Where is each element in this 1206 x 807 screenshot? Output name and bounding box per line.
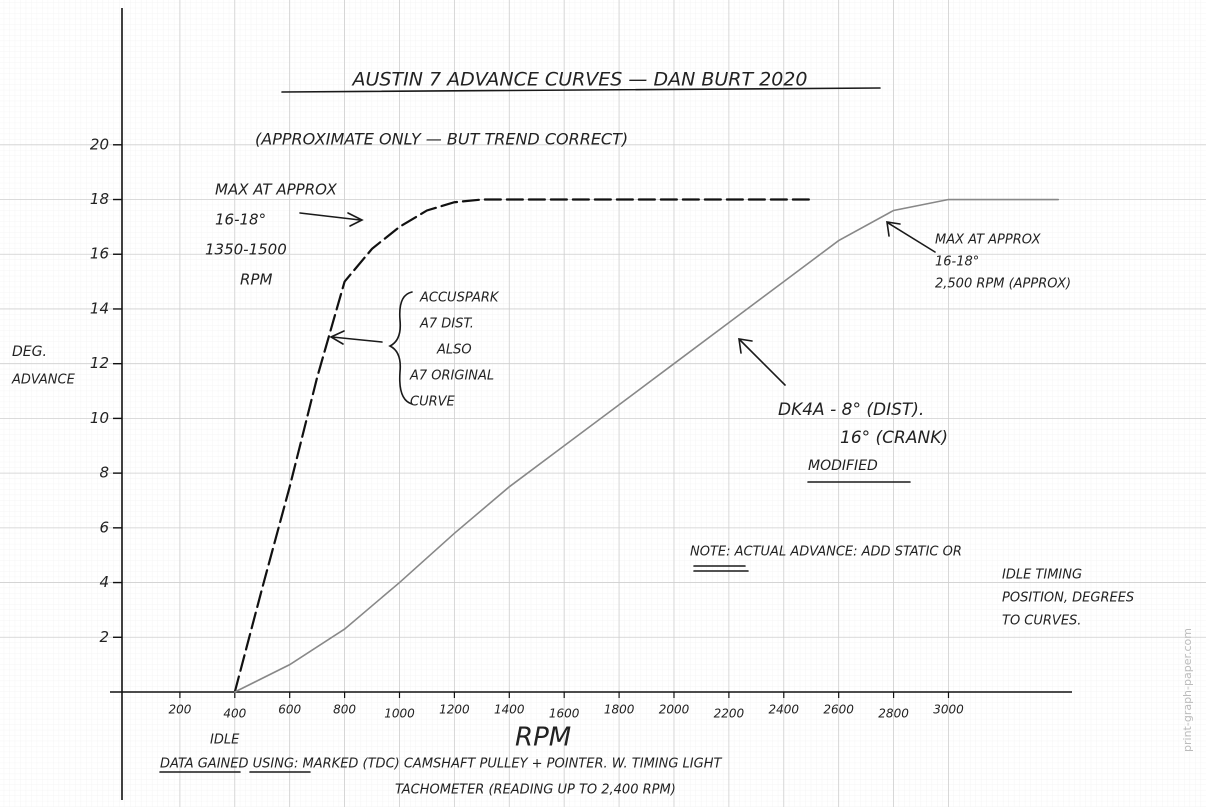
annotation: ACCUSPARK bbox=[419, 291, 500, 306]
annotation: A7 ORIGINAL bbox=[409, 369, 494, 384]
y-tick-label: 10 bbox=[90, 409, 109, 427]
annotation: 16° (CRANK) bbox=[840, 428, 948, 448]
curve bbox=[233, 198, 1060, 693]
annotation: 2,500 RPM (APPROX) bbox=[935, 277, 1071, 292]
title-underline bbox=[281, 87, 881, 93]
annotation: 1350-1500 bbox=[205, 241, 287, 259]
arrow bbox=[738, 338, 786, 386]
annotation: CURVE bbox=[410, 395, 456, 410]
annotation: A7 DIST. bbox=[419, 317, 474, 332]
y-tick-label: 20 bbox=[90, 135, 109, 153]
x-tick-label: 1000 bbox=[384, 707, 415, 721]
x-tick-label: 2000 bbox=[659, 703, 690, 717]
x-tick-label: 600 bbox=[278, 703, 301, 717]
arrows bbox=[159, 212, 936, 773]
x-tick-label: 2200 bbox=[714, 707, 745, 721]
x-tick-label: 800 bbox=[333, 703, 356, 717]
annotation: 16-18° bbox=[215, 211, 266, 229]
arrow bbox=[299, 212, 364, 227]
annotation: TACHOMETER (READING UP TO 2,400 RPM) bbox=[395, 783, 676, 798]
chart-title: AUSTIN 7 ADVANCE CURVES — DAN BURT 2020 bbox=[351, 69, 808, 91]
annotation: NOTE: ACTUAL ADVANCE: ADD STATIC OR bbox=[690, 545, 962, 560]
x-tick-label: 1200 bbox=[439, 703, 470, 717]
y-tick-label: 4 bbox=[99, 573, 109, 591]
arrow bbox=[329, 330, 383, 345]
y-tick-label: 12 bbox=[90, 354, 109, 372]
y-tick-label: 16 bbox=[90, 245, 109, 263]
x-tick-label: 2800 bbox=[878, 707, 909, 721]
chart-subtitle: (APPROXIMATE ONLY — BUT TREND CORRECT) bbox=[255, 130, 628, 149]
x-tick-label: 3000 bbox=[933, 703, 964, 717]
y-axis-title: ADVANCE bbox=[11, 373, 76, 388]
annotation: IDLE bbox=[210, 733, 240, 748]
x-tick-label: 200 bbox=[168, 703, 191, 717]
x-tick-label: 1800 bbox=[604, 703, 635, 717]
annotation: TO CURVES. bbox=[1002, 614, 1081, 629]
x-axis-title: RPM bbox=[515, 723, 571, 753]
annotation: MODIFIED bbox=[808, 458, 878, 474]
x-tick-label: 1400 bbox=[494, 703, 525, 717]
x-tick-label: 1600 bbox=[549, 707, 580, 721]
x-tick-label: 2600 bbox=[823, 703, 854, 717]
annotation: IDLE TIMING bbox=[1002, 568, 1082, 583]
x-tick-label: 2400 bbox=[769, 703, 800, 717]
annotation: DATA GAINED USING: MARKED (TDC) CAMSHAFT… bbox=[160, 757, 722, 772]
y-tick-label: 18 bbox=[90, 190, 109, 208]
annotation: MAX AT APPROX bbox=[935, 233, 1042, 248]
annotation: POSITION, DEGREES bbox=[1002, 591, 1134, 606]
y-tick-label: 2 bbox=[99, 628, 109, 646]
y-tick-label: 8 bbox=[99, 464, 109, 482]
annotation: print-graph-paper.com bbox=[1181, 628, 1194, 752]
annotation: RPM bbox=[240, 271, 272, 289]
y-axis-title: DEG. bbox=[12, 344, 47, 360]
y-tick-label: 6 bbox=[99, 518, 109, 536]
annotation: MAX AT APPROX bbox=[215, 181, 338, 199]
curve bbox=[233, 198, 813, 694]
underline bbox=[159, 481, 911, 773]
y-tick-label: 14 bbox=[90, 299, 109, 317]
x-tick-label: 400 bbox=[223, 707, 246, 721]
annotation: 16-18° bbox=[935, 255, 979, 270]
annotation: DK4A - 8° (DIST). bbox=[778, 400, 924, 420]
annotation: ALSO bbox=[436, 343, 472, 358]
arrow bbox=[886, 221, 936, 253]
brace bbox=[388, 291, 413, 405]
